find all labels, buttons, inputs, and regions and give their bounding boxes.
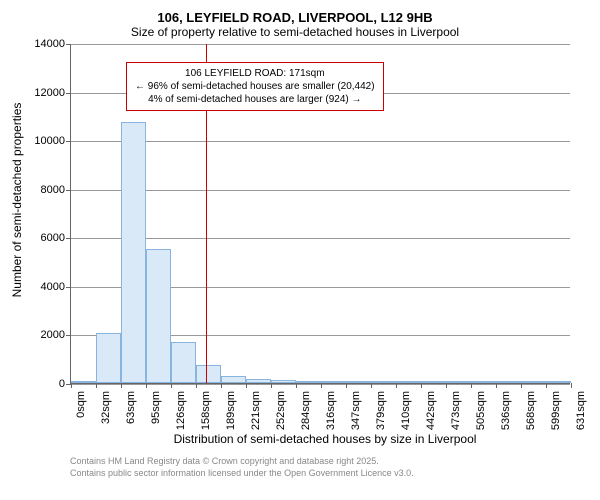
y-tick-label: 6000 [41, 232, 65, 244]
x-tick-label: 221sqm [250, 391, 262, 430]
y-tick-mark [66, 190, 71, 191]
x-tick-label: 95sqm [150, 391, 162, 424]
y-tick-label: 14000 [34, 38, 65, 50]
annotation-line2: ← 96% of semi-detached houses are smalle… [135, 80, 375, 93]
annotation-line3: 4% of semi-detached houses are larger (9… [135, 93, 375, 106]
histogram-bar [446, 381, 471, 383]
x-tick-mark [521, 383, 522, 388]
x-tick-label: 631sqm [575, 391, 587, 430]
chart-title-main: 106, LEYFIELD ROAD, LIVERPOOL, L12 9HB [10, 10, 580, 25]
histogram-bar [521, 381, 546, 383]
y-tick-label: 8000 [41, 184, 65, 196]
footer-line1: Contains HM Land Registry data © Crown c… [70, 456, 580, 468]
x-tick-label: 536sqm [500, 391, 512, 430]
x-tick-label: 252sqm [275, 391, 287, 430]
x-tick-mark [296, 383, 297, 388]
y-tick-mark [66, 287, 71, 288]
chart-title-block: 106, LEYFIELD ROAD, LIVERPOOL, L12 9HB S… [10, 10, 580, 39]
histogram-bar [396, 381, 421, 383]
histogram-bar [421, 381, 446, 383]
x-tick-mark [321, 383, 322, 388]
x-tick-label: 189sqm [225, 391, 237, 430]
x-tick-mark [196, 383, 197, 388]
x-tick-mark [71, 383, 72, 388]
x-tick-mark [171, 383, 172, 388]
histogram-bar [471, 381, 496, 383]
x-tick-mark [396, 383, 397, 388]
y-tick-label: 2000 [41, 329, 65, 341]
y-tick-mark [66, 141, 71, 142]
histogram-bar [121, 122, 146, 383]
x-tick-label: 126sqm [175, 391, 187, 430]
x-tick-mark [571, 383, 572, 388]
histogram-bar [196, 365, 221, 383]
chart-container: 106, LEYFIELD ROAD, LIVERPOOL, L12 9HB S… [0, 0, 600, 500]
y-tick-mark [66, 238, 71, 239]
x-tick-label: 158sqm [200, 391, 212, 430]
x-tick-label: 63sqm [125, 391, 137, 424]
x-tick-label: 568sqm [525, 391, 537, 430]
x-tick-mark [96, 383, 97, 388]
x-tick-label: 0sqm [75, 391, 87, 418]
x-tick-label: 442sqm [425, 391, 437, 430]
x-tick-mark [146, 383, 147, 388]
x-tick-label: 505sqm [475, 391, 487, 430]
footer: Contains HM Land Registry data © Crown c… [70, 456, 580, 479]
histogram-bar [321, 381, 346, 383]
footer-line2: Contains public sector information licen… [70, 468, 580, 480]
histogram-bar [96, 333, 121, 383]
histogram-bar [71, 381, 96, 383]
x-tick-mark [346, 383, 347, 388]
histogram-bar [146, 249, 171, 383]
histogram-bar [496, 381, 521, 383]
histogram-bar [371, 381, 396, 383]
histogram-bar [171, 342, 196, 383]
x-tick-mark [246, 383, 247, 388]
chart-title-sub: Size of property relative to semi-detach… [10, 25, 580, 39]
y-tick-label: 0 [59, 378, 65, 390]
histogram-bar [221, 376, 246, 383]
x-axis-label: Distribution of semi-detached houses by … [70, 432, 580, 446]
y-tick-mark [66, 44, 71, 45]
x-tick-mark [371, 383, 372, 388]
x-tick-mark [471, 383, 472, 388]
x-tick-mark [446, 383, 447, 388]
histogram-bar [546, 381, 571, 383]
x-tick-mark [421, 383, 422, 388]
x-tick-label: 347sqm [350, 391, 362, 430]
y-tick-label: 10000 [34, 135, 65, 147]
x-tick-label: 316sqm [325, 391, 337, 430]
x-tick-label: 284sqm [300, 391, 312, 430]
histogram-bar [346, 381, 371, 383]
histogram-bar [296, 381, 321, 383]
annotation-box: 106 LEYFIELD ROAD: 171sqm ← 96% of semi-… [126, 62, 384, 111]
y-tick-mark [66, 93, 71, 94]
x-tick-label: 473sqm [450, 391, 462, 430]
histogram-bar [246, 379, 271, 383]
y-tick-label: 12000 [34, 87, 65, 99]
annotation-line1: 106 LEYFIELD ROAD: 171sqm [135, 67, 375, 80]
y-tick-label: 4000 [41, 281, 65, 293]
histogram-bar [271, 380, 296, 383]
x-tick-mark [546, 383, 547, 388]
x-tick-mark [496, 383, 497, 388]
y-tick-mark [66, 335, 71, 336]
x-tick-mark [221, 383, 222, 388]
x-tick-label: 599sqm [550, 391, 562, 430]
plot-area: 106 LEYFIELD ROAD: 171sqm ← 96% of semi-… [70, 44, 570, 384]
x-tick-mark [271, 383, 272, 388]
x-tick-label: 32sqm [100, 391, 112, 424]
y-axis-label: Number of semi-detached properties [10, 103, 24, 298]
x-tick-mark [121, 383, 122, 388]
x-tick-label: 410sqm [400, 391, 412, 430]
x-tick-label: 379sqm [375, 391, 387, 430]
grid-line [71, 44, 570, 45]
